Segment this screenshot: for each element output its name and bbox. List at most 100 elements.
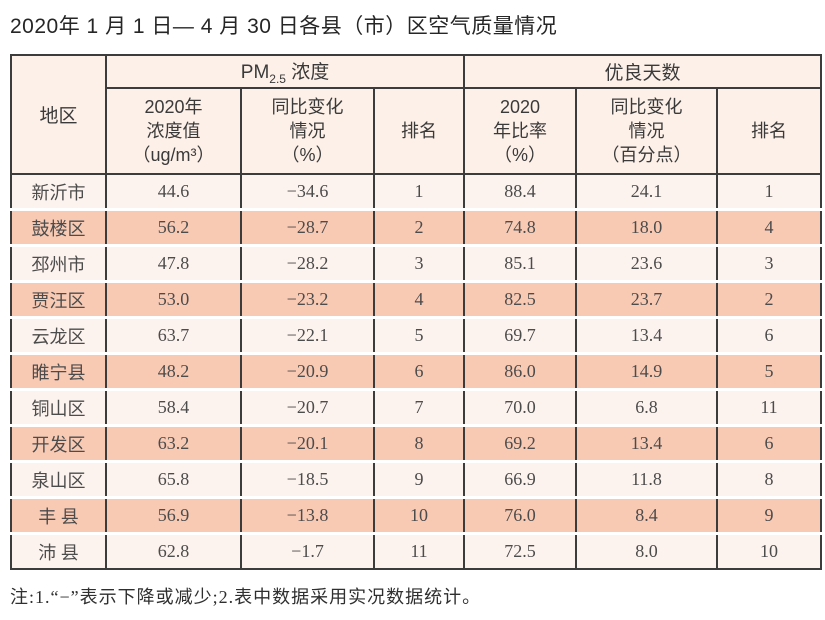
cell-pm25-value: 63.2 bbox=[105, 424, 241, 462]
cell-gooddays-rate: 85.1 bbox=[463, 244, 576, 282]
cell-gooddays-rate: 69.2 bbox=[463, 424, 576, 462]
header-gooddays-rank: 排名 bbox=[715, 88, 822, 175]
header-group-row: 地区 PM2.5 浓度 优良天数 bbox=[10, 55, 822, 175]
cell-gooddays-rate: 74.8 bbox=[463, 208, 576, 246]
cell-pm25-rank: 4 bbox=[373, 280, 464, 318]
cell-region: 铜山区 bbox=[10, 388, 106, 426]
cell-pm25-rank: 8 bbox=[373, 424, 464, 462]
header-pm25-rank: 排名 bbox=[373, 88, 464, 175]
cell-pm25-change: −34.6 bbox=[240, 174, 374, 210]
header-region: 地区 bbox=[10, 55, 106, 175]
cell-gooddays-rate: 66.9 bbox=[463, 460, 576, 498]
cell-gooddays-rate: 72.5 bbox=[463, 532, 576, 569]
header-gooddays-change: 同比变化 情况 （百分点） bbox=[575, 88, 717, 175]
cell-gooddays-rate: 69.7 bbox=[463, 316, 576, 354]
cell-pm25-rank: 6 bbox=[373, 352, 464, 390]
header-pm25-group: PM2.5 浓度 bbox=[105, 55, 464, 89]
cell-pm25-value: 44.6 bbox=[105, 174, 241, 210]
cell-pm25-rank: 1 bbox=[373, 174, 464, 210]
cell-gooddays-rank: 6 bbox=[715, 424, 822, 462]
cell-gooddays-rank: 5 bbox=[715, 352, 822, 390]
table-row: 铜山区 58.4 −20.7 7 70.0 6.8 11 bbox=[10, 388, 822, 426]
table-header: 地区 PM2.5 浓度 优良天数 2020年 浓度值 （ug/m³） 同比变化 … bbox=[10, 55, 822, 175]
table-row: 云龙区 63.7 −22.1 5 69.7 13.4 6 bbox=[10, 316, 822, 354]
cell-gooddays-change: 8.0 bbox=[575, 532, 717, 569]
cell-region: 贾汪区 bbox=[10, 280, 106, 318]
page-title: 2020年 1 月 1 日— 4 月 30 日各县（市）区空气质量情况 bbox=[10, 15, 558, 38]
cell-pm25-value: 62.8 bbox=[105, 532, 241, 569]
cell-region: 云龙区 bbox=[10, 316, 106, 354]
pm25-label-suffix: 浓度 bbox=[285, 62, 330, 84]
table-row: 贾汪区 53.0 −23.2 4 82.5 23.7 2 bbox=[10, 280, 822, 318]
cell-gooddays-change: 23.7 bbox=[575, 280, 717, 318]
footnote: 注:1.“−”表示下降或减少;2.表中数据采用实况数据统计。 bbox=[10, 587, 482, 607]
cell-pm25-change: −20.7 bbox=[240, 388, 374, 426]
cell-pm25-value: 63.7 bbox=[105, 316, 241, 354]
cell-pm25-rank: 10 bbox=[373, 496, 464, 534]
pm25-label-subscript: 2.5 bbox=[269, 71, 286, 86]
cell-gooddays-change: 13.4 bbox=[575, 424, 717, 462]
table-body: 新沂市 44.6 −34.6 1 88.4 24.1 1 鼓楼区 56.2 −2… bbox=[10, 174, 822, 569]
cell-gooddays-rate: 86.0 bbox=[463, 352, 576, 390]
cell-region: 泉山区 bbox=[10, 460, 106, 498]
cell-pm25-value: 56.9 bbox=[105, 496, 241, 534]
table-row: 开发区 63.2 −20.1 8 69.2 13.4 6 bbox=[10, 424, 822, 462]
cell-gooddays-rank: 4 bbox=[715, 208, 822, 246]
cell-region: 鼓楼区 bbox=[10, 208, 106, 246]
cell-pm25-change: −28.2 bbox=[240, 244, 374, 282]
air-quality-table: 地区 PM2.5 浓度 优良天数 2020年 浓度值 （ug/m³） 同比变化 … bbox=[10, 54, 823, 570]
cell-pm25-change: −20.1 bbox=[240, 424, 374, 462]
table-row: 睢宁县 48.2 −20.9 6 86.0 14.9 5 bbox=[10, 352, 822, 390]
cell-pm25-value: 56.2 bbox=[105, 208, 241, 246]
table-row: 沛 县 62.8 −1.7 11 72.5 8.0 10 bbox=[10, 532, 822, 569]
cell-pm25-rank: 2 bbox=[373, 208, 464, 246]
cell-gooddays-rank: 11 bbox=[715, 388, 822, 426]
cell-pm25-rank: 5 bbox=[373, 316, 464, 354]
cell-pm25-change: −18.5 bbox=[240, 460, 374, 498]
cell-gooddays-rank: 2 bbox=[715, 280, 822, 318]
cell-gooddays-rate: 88.4 bbox=[463, 174, 576, 210]
header-pm25-change: 同比变化 情况 （%） bbox=[240, 88, 374, 175]
cell-gooddays-rate: 76.0 bbox=[463, 496, 576, 534]
cell-region: 丰 县 bbox=[10, 496, 106, 534]
cell-pm25-value: 65.8 bbox=[105, 460, 241, 498]
cell-pm25-change: −1.7 bbox=[240, 532, 374, 569]
header-pm25-value: 2020年 浓度值 （ug/m³） bbox=[105, 88, 241, 175]
cell-pm25-change: −28.7 bbox=[240, 208, 374, 246]
cell-gooddays-rank: 3 bbox=[715, 244, 822, 282]
pm25-label-prefix: PM bbox=[240, 62, 270, 84]
cell-pm25-rank: 3 bbox=[373, 244, 464, 282]
cell-gooddays-rate: 70.0 bbox=[463, 388, 576, 426]
cell-gooddays-rate: 82.5 bbox=[463, 280, 576, 318]
cell-region: 新沂市 bbox=[10, 174, 106, 210]
table-row: 新沂市 44.6 −34.6 1 88.4 24.1 1 bbox=[10, 174, 822, 210]
cell-pm25-change: −22.1 bbox=[240, 316, 374, 354]
cell-gooddays-rank: 9 bbox=[715, 496, 822, 534]
header-sub-row: 2020年 浓度值 （ug/m³） 同比变化 情况 （%） 排名 2020 年比… bbox=[11, 88, 822, 175]
cell-pm25-change: −23.2 bbox=[240, 280, 374, 318]
cell-gooddays-change: 11.8 bbox=[575, 460, 717, 498]
cell-gooddays-change: 13.4 bbox=[575, 316, 717, 354]
cell-gooddays-change: 8.4 bbox=[575, 496, 717, 534]
header-gooddays-rate: 2020 年比率 （%） bbox=[463, 88, 576, 175]
cell-pm25-change: −20.9 bbox=[240, 352, 374, 390]
cell-region: 开发区 bbox=[10, 424, 106, 462]
cell-pm25-rank: 11 bbox=[373, 532, 464, 569]
cell-gooddays-change: 23.6 bbox=[575, 244, 717, 282]
cell-region: 睢宁县 bbox=[10, 352, 106, 390]
cell-gooddays-change: 18.0 bbox=[575, 208, 717, 246]
cell-region: 邳州市 bbox=[10, 244, 106, 282]
table-row: 丰 县 56.9 −13.8 10 76.0 8.4 9 bbox=[10, 496, 822, 534]
cell-pm25-value: 58.4 bbox=[105, 388, 241, 426]
header-gooddays-group: 优良天数 bbox=[462, 55, 822, 89]
cell-gooddays-rank: 10 bbox=[715, 532, 822, 569]
cell-pm25-value: 53.0 bbox=[105, 280, 241, 318]
table-row: 邳州市 47.8 −28.2 3 85.1 23.6 3 bbox=[10, 244, 822, 282]
cell-gooddays-rank: 1 bbox=[715, 174, 822, 210]
table-row: 泉山区 65.8 −18.5 9 66.9 11.8 8 bbox=[10, 460, 822, 498]
cell-pm25-rank: 7 bbox=[373, 388, 464, 426]
cell-pm25-value: 48.2 bbox=[105, 352, 241, 390]
cell-region: 沛 县 bbox=[10, 532, 106, 569]
cell-pm25-value: 47.8 bbox=[105, 244, 241, 282]
